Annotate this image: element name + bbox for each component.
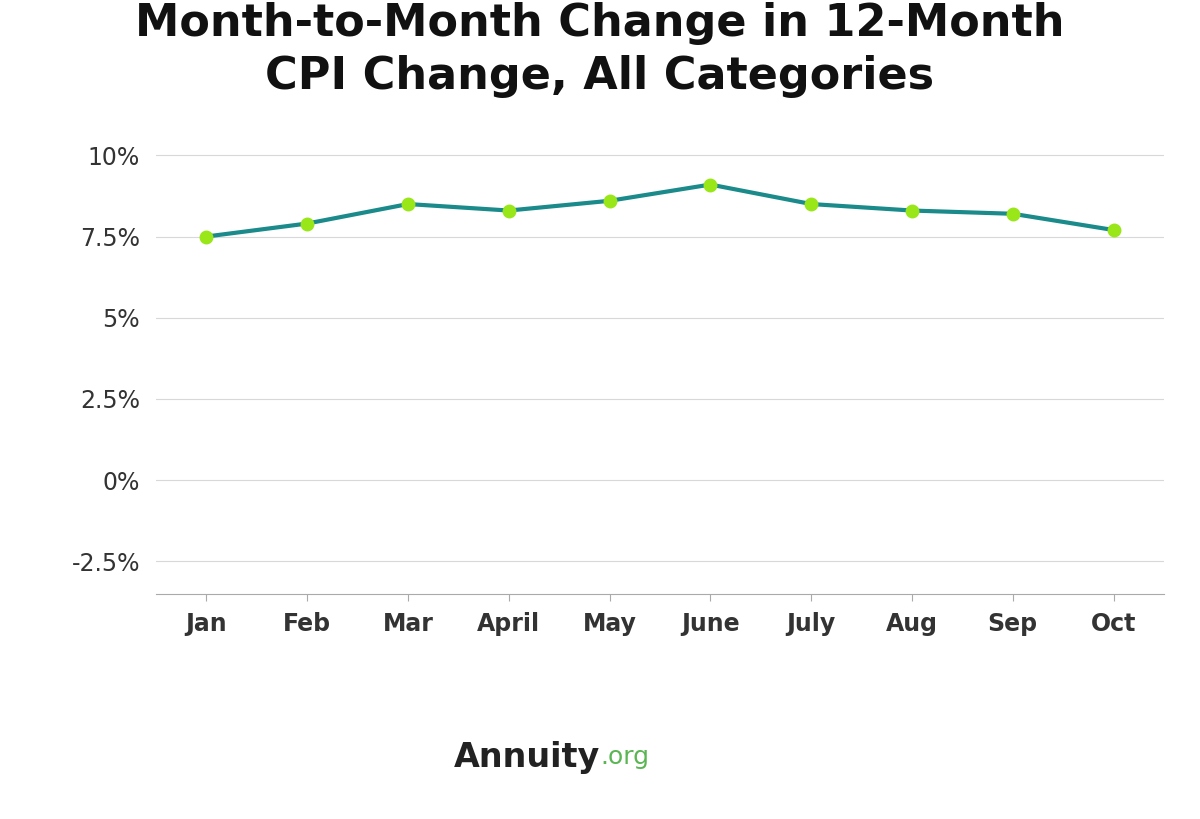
Point — [398, 197, 418, 210]
Point — [802, 197, 821, 210]
Point — [197, 230, 216, 243]
Point — [499, 204, 518, 217]
Point — [600, 194, 619, 207]
Point — [701, 178, 720, 191]
Text: Month-to-Month Change in 12-Month
CPI Change, All Categories: Month-to-Month Change in 12-Month CPI Ch… — [136, 2, 1064, 98]
Text: .org: .org — [600, 745, 649, 769]
Text: Annuity: Annuity — [454, 740, 600, 774]
Point — [1104, 224, 1123, 237]
Point — [902, 204, 922, 217]
Point — [298, 217, 317, 230]
Point — [1003, 207, 1022, 220]
